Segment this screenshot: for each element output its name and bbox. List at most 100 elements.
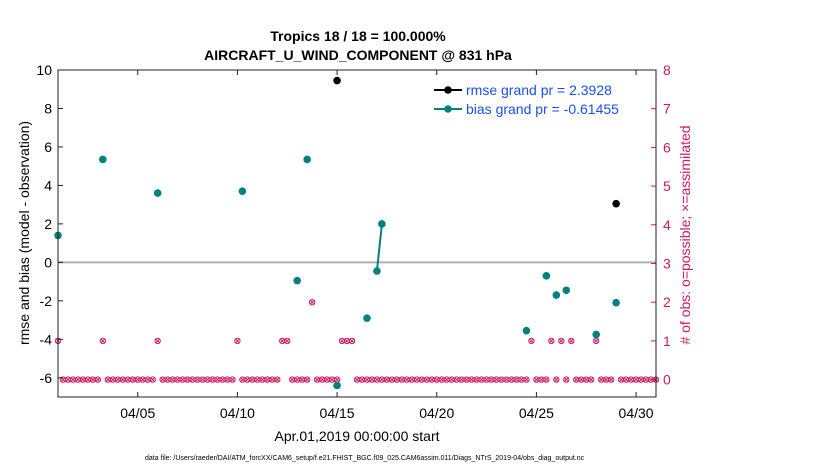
obs-assimilated-marker (518, 377, 525, 383)
obs-assimilated-marker (493, 377, 500, 383)
obs-assimilated-marker (474, 377, 480, 383)
obs-assimilated-marker (199, 377, 206, 383)
obs-assimilated-marker (563, 377, 569, 383)
obs-assimilated-marker (269, 377, 275, 383)
obs-assimilated-marker (528, 338, 534, 344)
obs-assimilated-marker (185, 377, 191, 383)
legend-box (428, 79, 650, 121)
obs-assimilated-marker (264, 377, 270, 383)
obs-assimilated-marker (344, 338, 350, 344)
bias-point (562, 286, 571, 295)
bias-point (238, 187, 247, 195)
obs-assimilated-marker (100, 338, 106, 344)
bias-point (542, 272, 551, 280)
obs-assimilated-marker (568, 338, 574, 344)
obs-assimilated-marker (369, 377, 375, 383)
obs-assimilated-marker (90, 377, 96, 383)
obs-assimilated-marker (558, 338, 564, 344)
obs-assimilated-marker (469, 377, 475, 383)
y-tick-label-left: -6 (40, 370, 53, 386)
obs-assimilated-marker (279, 338, 285, 344)
obs-assimilated-marker (239, 377, 245, 383)
obs-assimilated-marker (170, 377, 176, 383)
rmse-point (612, 199, 620, 208)
obs-assimilated-marker (140, 377, 146, 383)
obs-assimilated-marker (603, 377, 609, 383)
bias-point (99, 155, 107, 164)
obs-possible-marker (234, 337, 241, 345)
obs-assimilated-marker (588, 377, 594, 383)
y-tick-label-right: 3 (663, 255, 671, 271)
chart-title-line1: Tropics 18 / 18 = 100.000% (270, 28, 446, 44)
obs-assimilated-marker (85, 377, 91, 383)
legend-rmse-label: rmse grand pr = 2.3928 (466, 82, 612, 98)
obs-assimilated-marker (314, 377, 320, 383)
obs-assimilated-marker (533, 377, 539, 383)
obs-possible-marker (588, 376, 595, 383)
rmse-point (333, 76, 341, 85)
obs-assimilated-marker (374, 377, 380, 383)
obs-assimilated-marker (379, 377, 385, 383)
obs-assimilated-marker (523, 377, 529, 383)
obs-possible-marker (553, 376, 560, 383)
obs-assimilated-marker (389, 377, 395, 383)
obs-assimilated-marker (464, 377, 470, 383)
obs-assimilated-marker (329, 377, 335, 383)
obs-assimilated-marker (294, 377, 300, 383)
obs-assimilated-marker (434, 377, 440, 383)
legend-bias-marker (444, 105, 452, 113)
legend: rmse grand pr = 2.3928 bias grand pr = -… (428, 79, 650, 121)
obs-assimilated-marker (359, 377, 365, 383)
y-tick-label-right: 6 (663, 139, 671, 155)
bias-point (293, 276, 302, 285)
obs-assimilated-marker (219, 377, 226, 383)
obs-assimilated-marker (209, 377, 216, 383)
obs-possible-marker (607, 376, 615, 383)
bias-point (552, 291, 561, 299)
obs-possible-marker (149, 376, 156, 383)
obs-possible-marker (99, 337, 107, 345)
obs-assimilated-marker (618, 377, 624, 383)
obs-assimilated-marker (204, 377, 211, 383)
y-tick-label-right: 0 (663, 372, 671, 388)
y-tick-label-left: 6 (44, 139, 52, 155)
obs-possible-marker (303, 376, 311, 383)
obs-assimilated-marker (80, 377, 86, 383)
x-tick-label: 04/25 (519, 405, 554, 421)
obs-assimilated-marker (259, 377, 265, 383)
plot-frame (57, 69, 657, 398)
obs-assimilated-marker (214, 377, 221, 383)
obs-assimilated-marker (110, 377, 116, 383)
obs-assimilated-marker (75, 377, 81, 383)
obs-assimilated-marker (334, 377, 340, 383)
y-tick-label-right: 2 (663, 294, 671, 310)
obs-assimilated-marker (95, 377, 101, 383)
obs-assimilated-marker (394, 377, 400, 383)
y-tick-label-right: 7 (663, 101, 671, 117)
obs-assimilated-marker (583, 377, 589, 383)
obs-assimilated-marker (299, 377, 305, 383)
obs-possible-marker (154, 337, 161, 345)
obs-assimilated-marker (638, 377, 644, 383)
bias-point (378, 220, 386, 228)
obs-assimilated-marker (125, 377, 131, 383)
obs-assimilated-marker (503, 377, 510, 383)
obs-assimilated-marker (439, 377, 445, 383)
y-tick-label-right: 4 (663, 217, 671, 233)
obs-assimilated-marker (449, 377, 455, 383)
bias-point (333, 381, 341, 390)
y-tick-label-right: 1 (663, 333, 671, 349)
y-tick-label-left: -4 (40, 331, 53, 347)
chart-title-line2: AIRCRAFT_U_WIND_COMPONENT @ 831 hPa (204, 47, 512, 63)
obs-assimilated-marker (454, 377, 460, 383)
obs-assimilated-marker (180, 377, 186, 383)
obs-assimilated-marker (429, 377, 435, 383)
obs-possible-marker (563, 376, 570, 383)
obs-possible-marker (558, 337, 565, 345)
y-tick-label-right: 5 (663, 178, 671, 194)
y-axis-label-right: # of obs: o=possible; ×=assimilated (677, 125, 693, 344)
footer-data-file: data file: /Users/raeder/DAI/ATM_forcXX/… (145, 455, 585, 462)
obs-assimilated-marker (65, 377, 71, 383)
obs-assimilated-marker (414, 377, 420, 383)
